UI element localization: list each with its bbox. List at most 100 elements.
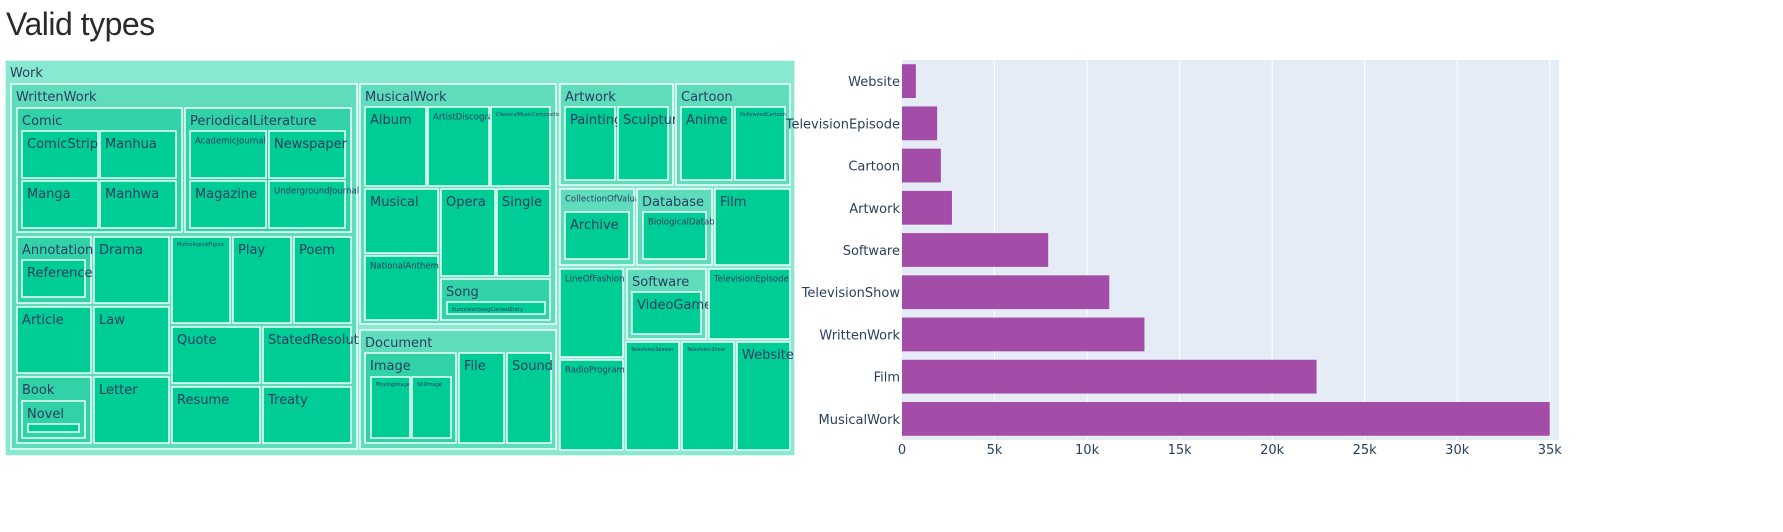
treemap-node-television-show[interactable]: TelevisionShow [681,341,735,451]
treemap-rect-blank [27,423,80,433]
treemap-label-manhua: Manhua [105,137,157,152]
bar-software[interactable] [902,233,1049,267]
x-tick-label: 30k [1445,443,1470,458]
treemap-label-treaty: Treaty [267,393,308,408]
treemap-rect-archive [564,211,630,260]
treemap-node-opera[interactable]: Opera [440,188,496,277]
treemap-node-manhua[interactable]: Manhua [99,130,177,179]
treemap-label-letter: Letter [99,383,138,398]
treemap-node-reference[interactable]: Reference [21,259,92,298]
treemap-node-blank[interactable] [27,423,80,433]
treemap-node-article[interactable]: Article [16,306,92,374]
treemap-node-moving-image[interactable]: MovingImage [370,376,411,439]
treemap-rect-hollywood-cartoon [734,106,786,181]
treemap-rect-magazine [189,180,267,229]
treemap-rect-television-show [681,341,735,451]
bar-written-work[interactable] [902,317,1145,352]
treemap-node-manhwa[interactable]: Manhwa [99,180,177,229]
treemap-label-resume: Resume [177,393,229,408]
treemap-chart[interactable]: Work WrittenWork Comic ComicStrip Manhua Mang… [0,0,910,532]
treemap-label-biological-database: BiologicalDatabase [648,218,730,228]
treemap-node-treaty[interactable]: Treaty [262,386,352,444]
treemap-node-sculpture[interactable]: Sculpture [617,106,685,181]
treemap-node-musical[interactable]: Musical [364,188,439,254]
treemap-rect-album [364,106,427,187]
treemap-node-website[interactable]: Website [736,341,794,451]
treemap-label-comic: Comic [22,114,62,129]
treemap-rect-academic-journal [189,130,267,179]
treemap-rect-line-of-fashion [559,268,624,358]
treemap-rect-painting [564,106,616,181]
treemap-node-academic-journal[interactable]: AcademicJournal [189,130,267,179]
treemap-node-sound[interactable]: Sound [506,352,553,444]
treemap-node-line-of-fashion[interactable]: LineOfFashion [559,268,624,358]
treemap-label-musical: Musical [370,195,419,210]
treemap-rect-mythological-figure [171,236,231,324]
treemap-node-newspaper[interactable]: Newspaper [268,130,348,179]
treemap-label-newspaper: Newspaper [274,137,348,152]
treemap-node-film[interactable]: Film [714,188,791,266]
treemap-node-drama[interactable]: Drama [93,236,170,304]
treemap-rect-moving-image [370,376,411,439]
treemap-node-quote[interactable]: Quote [171,326,261,384]
treemap-rect-artist-discography [427,106,490,187]
treemap-node-letter[interactable]: Letter [93,376,170,444]
treemap-node-stated-resolution[interactable]: StatedResolution [262,326,379,384]
treemap-label-play: Play [238,243,265,258]
treemap-node-still-image[interactable]: StillImage [411,376,452,439]
bar-musical-work[interactable] [902,402,1550,436]
treemap-node-comic-strip[interactable]: ComicStrip [21,130,99,179]
treemap-node-single[interactable]: Single [496,188,551,277]
treemap-label-eurovision-song-contest-entry: EurovisionSongContestEntry [452,307,523,313]
treemap-label-underground-journal: UndergroundJournal [274,187,359,197]
treemap-node-artist-discography[interactable]: ArtistDiscography [427,106,509,187]
treemap-node-law[interactable]: Law [93,306,170,374]
treemap-node-biological-database[interactable]: BiologicalDatabase [642,211,730,260]
treemap-node-underground-journal[interactable]: UndergroundJournal [268,180,359,229]
treemap-node-archive[interactable]: Archive [564,211,630,260]
treemap-node-resume[interactable]: Resume [171,386,261,444]
treemap-rect-radio-program [559,359,624,451]
treemap-rect-television-season [625,341,680,451]
treemap-label-opera: Opera [446,195,486,210]
treemap-label-hollywood-cartoon: HollywoodCartoon [740,112,786,118]
treemap-label-novel: Novel [27,407,64,422]
treemap-node-television-episode[interactable]: TelevisionEpisode [708,268,791,340]
treemap-node-video-game[interactable]: VideoGame [631,291,712,335]
treemap-node-television-season[interactable]: TelevisionSeason [625,341,680,451]
treemap-label-file: File [464,359,486,374]
x-tick-label: 20k [1260,443,1285,458]
treemap-node-poem[interactable]: Poem [293,236,352,324]
treemap-node-national-anthem[interactable]: NationalAnthem [364,255,439,321]
treemap-node-play[interactable]: Play [232,236,292,324]
treemap-rect-video-game [631,291,702,335]
treemap-node-radio-program[interactable]: RadioProgram [559,359,625,451]
treemap-node-classical-music-composition[interactable]: ClassicalMusicComposition [490,106,563,187]
treemap-rect-still-image [411,376,452,439]
treemap-rect-sculpture [617,106,669,181]
treemap-node-eurovision-song-contest-entry[interactable]: EurovisionSongContestEntry [446,301,546,315]
treemap-node-file[interactable]: File [458,352,505,444]
treemap-label-still-image: StillImage [417,382,442,388]
bar-television-show[interactable] [902,275,1110,310]
treemap-label-sculpture: Sculpture [623,113,685,128]
treemap-label-cartoon: Cartoon [681,90,733,105]
treemap-node-magazine[interactable]: Magazine [189,180,267,229]
bar-plot-background [902,60,1559,440]
treemap-label-single: Single [502,195,542,210]
treemap-label-album: Album [370,113,412,128]
treemap-rect-national-anthem [364,255,439,321]
bar-film[interactable] [902,359,1317,394]
treemap-rect-classical-music-composition [490,106,551,187]
treemap-rect-law [93,306,170,374]
treemap-label-annotation: Annotation [22,243,93,258]
treemap-node-anime[interactable]: Anime [680,106,733,181]
treemap-node-manga[interactable]: Manga [21,180,99,229]
treemap-node-mythological-figure[interactable]: MythologicalFigure [171,236,231,324]
treemap-node-hollywood-cartoon[interactable]: HollywoodCartoon [734,106,786,181]
treemap-node-painting[interactable]: Painting [564,106,622,181]
treemap-rect-drama [93,236,170,304]
treemap-node-album[interactable]: Album [364,106,427,187]
treemap-label-stated-resolution: StatedResolution [268,333,379,348]
treemap-label-software: Software [632,275,689,290]
